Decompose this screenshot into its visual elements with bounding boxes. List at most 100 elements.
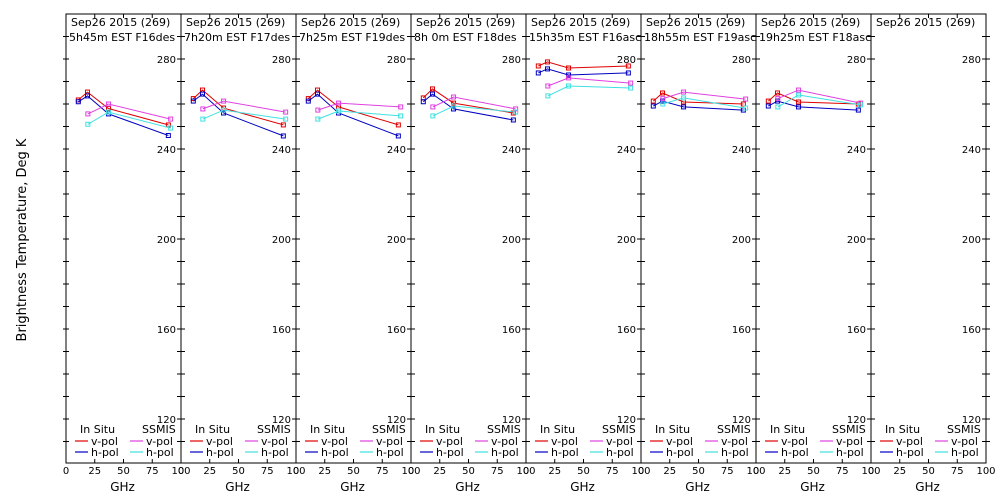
legend-group-title: In Situ bbox=[655, 423, 690, 436]
x-tick-label: 25 bbox=[203, 466, 216, 477]
data-point bbox=[796, 92, 802, 98]
data-point bbox=[858, 102, 864, 108]
y-tick-label: 280 bbox=[617, 55, 636, 66]
series-line bbox=[87, 111, 171, 129]
x-tick-label: 100 bbox=[746, 466, 765, 477]
x-tick-label: 0 bbox=[868, 466, 874, 477]
panel-3: Sep26 2015 (269) 7h25m EST F19des 120 160 20… bbox=[293, 13, 421, 494]
y-tick-label: 160 bbox=[732, 325, 751, 336]
series-line bbox=[653, 100, 744, 111]
legend-group-title: SSMIS bbox=[717, 423, 751, 436]
panel-title-time: 7h20m EST F17des bbox=[184, 31, 290, 44]
legend-entry-label: v-pol bbox=[261, 435, 288, 448]
y-tick-label: 280 bbox=[732, 55, 751, 66]
x-tick-label: 50 bbox=[462, 466, 475, 477]
y-tick-label: 280 bbox=[387, 55, 406, 66]
data-point bbox=[280, 133, 286, 139]
y-tick-label: 160 bbox=[847, 325, 866, 336]
legend-group-title: In Situ bbox=[540, 423, 575, 436]
x-tick-label: 100 bbox=[286, 466, 305, 477]
y-tick-label: 240 bbox=[617, 145, 636, 156]
panel-title-time: 15h35m EST F16asc bbox=[529, 31, 641, 44]
data-point bbox=[395, 133, 401, 139]
y-tick-label: 120 bbox=[387, 415, 406, 426]
legend-group-title: In Situ bbox=[885, 423, 920, 436]
panel-title-time: 8h 0m EST F18des bbox=[414, 31, 517, 44]
x-tick-label: 75 bbox=[261, 466, 274, 477]
data-point bbox=[796, 87, 802, 93]
data-point bbox=[395, 122, 401, 128]
data-point bbox=[796, 99, 802, 105]
y-tick-label: 120 bbox=[502, 415, 521, 426]
series-line bbox=[307, 93, 399, 137]
panel-title-date: Sep26 2015 (269) bbox=[531, 16, 630, 29]
data-point bbox=[628, 80, 634, 86]
data-point bbox=[451, 100, 457, 106]
series-line bbox=[767, 92, 859, 105]
series-line bbox=[662, 91, 746, 100]
panel-2: Sep26 2015 (269) 7h20m EST F17des 120 160 20… bbox=[178, 13, 306, 494]
data-point bbox=[85, 93, 91, 99]
data-point bbox=[283, 116, 289, 122]
data-point bbox=[430, 86, 436, 92]
y-tick-label: 160 bbox=[387, 325, 406, 336]
y-tick-label: 240 bbox=[847, 145, 866, 156]
x-axis-label: GHz bbox=[800, 480, 825, 494]
series-line bbox=[192, 93, 284, 137]
data-point bbox=[190, 98, 196, 104]
data-point bbox=[510, 117, 516, 123]
x-axis-label: GHz bbox=[340, 480, 365, 494]
x-axis-label: GHz bbox=[110, 480, 135, 494]
legend-group-title: SSMIS bbox=[487, 423, 521, 436]
data-point bbox=[545, 83, 551, 89]
data-point bbox=[650, 98, 656, 104]
data-point bbox=[398, 104, 404, 110]
data-point bbox=[765, 98, 771, 104]
series-line bbox=[547, 85, 631, 97]
panel-title-time: 18h55m EST F19asc bbox=[644, 31, 756, 44]
series-line bbox=[422, 88, 514, 114]
legend-entry-label: h-pol bbox=[206, 446, 234, 459]
x-axis-label: GHz bbox=[225, 480, 250, 494]
series-line bbox=[317, 110, 401, 120]
legend-entry-label: v-pol bbox=[491, 435, 518, 448]
x-tick-label: 0 bbox=[523, 466, 529, 477]
legend-entry-label: h-pol bbox=[551, 446, 579, 459]
data-point bbox=[200, 106, 206, 112]
x-tick-label: 75 bbox=[376, 466, 389, 477]
x-tick-label: 75 bbox=[836, 466, 849, 477]
data-point bbox=[106, 101, 112, 107]
data-point bbox=[398, 113, 404, 119]
data-point bbox=[280, 122, 286, 128]
x-tick-label: 25 bbox=[893, 466, 906, 477]
y-tick-label: 200 bbox=[157, 235, 176, 246]
legend-entry-label: v-pol bbox=[951, 435, 978, 448]
data-point bbox=[106, 109, 112, 115]
y-tick-label: 120 bbox=[272, 415, 291, 426]
data-point bbox=[660, 101, 666, 107]
x-tick-label: 50 bbox=[807, 466, 820, 477]
series-line bbox=[87, 103, 171, 120]
legend-entry-label: h-pol bbox=[491, 446, 519, 459]
x-tick-label: 75 bbox=[146, 466, 159, 477]
data-point bbox=[650, 103, 656, 109]
data-point bbox=[513, 109, 519, 115]
x-axis-label: GHz bbox=[570, 480, 595, 494]
x-tick-label: 100 bbox=[976, 466, 995, 477]
data-point bbox=[681, 104, 687, 110]
data-point bbox=[283, 109, 289, 115]
x-tick-label: 0 bbox=[408, 466, 414, 477]
legend-entry-label: h-pol bbox=[321, 446, 349, 459]
legend-group-title: In Situ bbox=[195, 423, 230, 436]
data-point bbox=[315, 91, 321, 97]
y-tick-label: 160 bbox=[502, 325, 521, 336]
data-point bbox=[200, 91, 206, 97]
data-point bbox=[566, 75, 572, 81]
legend-entry-label: h-pol bbox=[721, 446, 749, 459]
series-line bbox=[77, 91, 169, 126]
data-point bbox=[545, 66, 551, 72]
legend-entry-label: h-pol bbox=[606, 446, 634, 459]
data-point bbox=[775, 90, 781, 96]
y-axis-label: Brightness Temperature, Deg K bbox=[15, 138, 30, 341]
x-tick-label: 0 bbox=[63, 466, 69, 477]
